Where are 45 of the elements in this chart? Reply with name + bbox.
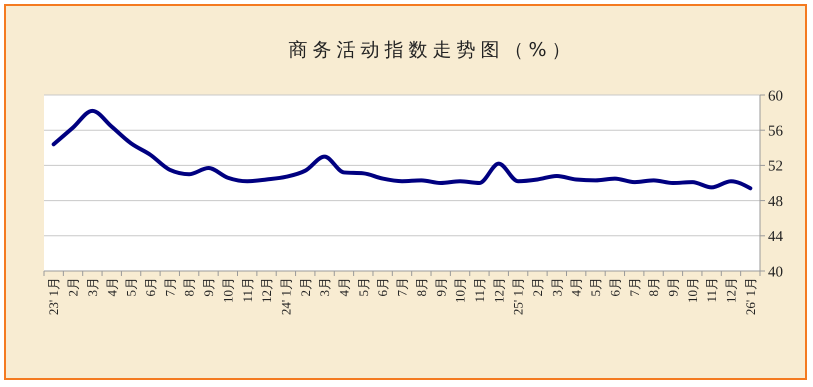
x-tick-label: 12月 — [491, 277, 506, 303]
x-tick-label: 6月 — [142, 277, 158, 296]
y-tick-label: 60 — [768, 88, 783, 104]
chart-title: 商务活动指数走势图（%） — [288, 39, 576, 61]
y-tick-label: 52 — [768, 158, 783, 175]
x-tick-label: 25' 1月 — [510, 277, 526, 316]
x-tick-label: 2月 — [530, 277, 546, 296]
x-tick-label: 24' 1月 — [278, 277, 294, 316]
x-tick-label: 4月 — [336, 277, 352, 296]
y-tick-label: 48 — [768, 194, 783, 210]
y-tick-label: 40 — [768, 264, 783, 280]
line-series — [52, 108, 752, 190]
x-tick-label: 11月 — [472, 277, 487, 303]
x-tick-label: 8月 — [414, 277, 429, 296]
x-tick-label: 4月 — [568, 277, 584, 296]
y-tick-label: 44 — [768, 229, 784, 246]
x-tick-label: 2月 — [298, 277, 313, 296]
x-tick-label: 7月 — [162, 277, 178, 296]
x-tick-label: 7月 — [626, 277, 642, 296]
x-tick-label: 12月 — [259, 277, 274, 303]
x-tick-label: 7月 — [394, 277, 410, 296]
x-tick-label: 23' 1月 — [46, 277, 62, 316]
x-tick-label: 11月 — [704, 277, 720, 303]
x-tick-label: 10月 — [452, 277, 468, 303]
x-tick-label: 9月 — [433, 277, 448, 296]
x-tick-label: 6月 — [375, 277, 390, 296]
x-tick-label: 3月 — [317, 277, 332, 296]
x-tick-label: 9月 — [201, 277, 216, 296]
x-tick-label: 12月 — [724, 277, 739, 303]
x-tick-label: 10月 — [220, 277, 236, 303]
x-tick-label: 10月 — [684, 277, 700, 303]
x-tick-label: 26' 1月 — [742, 277, 758, 316]
x-tick-label: 3月 — [549, 277, 564, 296]
x-tick-label: 5月 — [356, 277, 371, 296]
y-tick-label: 56 — [768, 123, 784, 140]
x-tick-label: 5月 — [588, 277, 604, 296]
x-tick-label: 11月 — [240, 277, 255, 303]
x-tick-label: 4月 — [104, 277, 120, 296]
x-tick-label: 5月 — [124, 277, 139, 296]
x-tick-label: 8月 — [646, 277, 662, 296]
x-tick-label: 9月 — [665, 277, 680, 296]
x-tick-label: 2月 — [66, 277, 81, 296]
x-tick-label: 8月 — [182, 277, 197, 296]
x-tick-label: 3月 — [84, 277, 100, 296]
x-tick-label: 6月 — [607, 277, 622, 296]
